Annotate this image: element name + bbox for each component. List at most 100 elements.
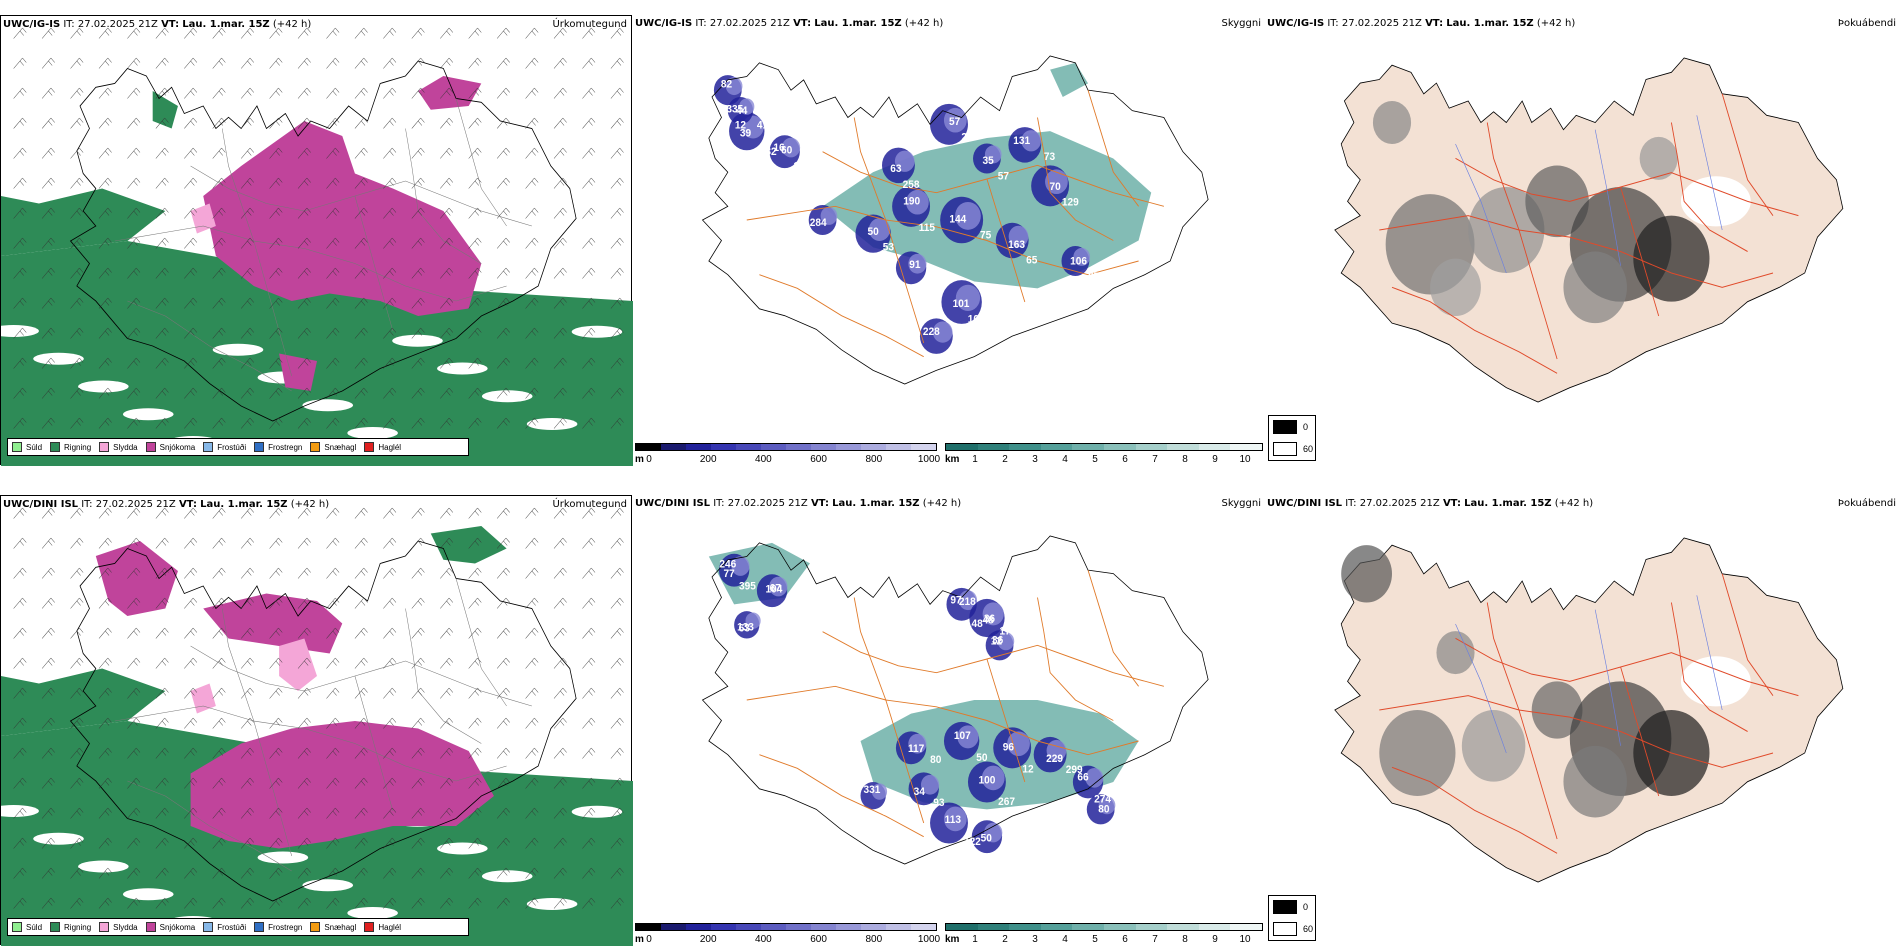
wind-barb [525,867,539,879]
legend-item: Slydda [99,922,138,932]
fog-panel: UWC/IG-IS IT: 27.02.2025 21Z VT: Lau. 1.… [1265,15,1900,465]
wind-barb [383,657,397,669]
cloud-base-cell [820,206,838,225]
wind-barb [41,177,55,189]
wind-barb [553,867,567,879]
colorbar-segment [1198,444,1231,450]
wind-barb [127,627,141,639]
wind-barb [553,387,567,399]
wind-barb [41,867,55,879]
it-label: IT: [1345,498,1357,509]
wind-barb [41,567,55,579]
legend-label: Súld [26,922,43,932]
colorbar-segment [1230,444,1262,450]
cloud-base-value: 50 [976,751,987,763]
wind-barb [269,117,283,129]
road [746,205,1139,276]
wind-barb [70,867,84,879]
colorbar-tick: 0 [646,454,652,465]
model-name: UWC/DINI ISL [1267,498,1343,509]
wind-barb [212,267,226,279]
road [1087,570,1139,687]
wind-barb [241,327,254,339]
cloud-base-cell [920,774,940,795]
wind-barb [269,387,283,399]
wind-barb [610,327,624,339]
fog-cell [1531,681,1583,739]
wind-barb [155,897,169,909]
wind-barb [41,747,55,759]
wind-barb [440,387,454,399]
wind-barb [155,207,169,219]
wind-barb [269,717,283,729]
cloud-base-cell [908,253,927,274]
cloud-base-map: 12 60 63 57 35 131 70 190 144 163 50 284 91 101 228 106… [701,55,1209,385]
wind-barb [41,147,55,159]
fog-cell [1379,710,1456,796]
cloud-base-value: 218 [959,596,976,608]
wind-barb [354,147,368,159]
wind-barb [269,897,283,909]
wind-barb [70,627,84,639]
wind-barb [13,267,27,279]
dry-patch [212,343,264,356]
wind-barb [212,417,226,429]
wind-barb [440,507,454,519]
wind-barb [155,627,169,639]
wind-barb [553,537,567,549]
colorbar-segment [1040,444,1073,450]
wind-barb [354,357,368,369]
river [1594,609,1621,746]
fog-map [1334,537,1844,883]
wind-barb [41,687,55,699]
wind-barb [582,627,596,639]
cloud-base-value: 50 [868,226,879,238]
snow-area [279,353,317,391]
wind-barb [610,837,624,849]
wind-barb [496,237,510,249]
wind-barb [326,207,340,219]
wind-barb [553,177,567,189]
wind-barb [127,507,141,519]
wind-barb [440,117,454,129]
road [746,685,1139,756]
cloud-base-value: 12 [735,119,746,131]
colorbar-segment [977,444,1010,450]
wind-barb [383,27,397,39]
fog-cell [1639,136,1678,180]
wind-barb [496,177,510,189]
wind-barb [525,297,539,309]
road [114,225,507,302]
dry-patch [392,334,443,347]
wind-barb [269,147,283,159]
dry-patch [526,418,578,430]
wind-barb [13,387,27,399]
wind-barb [440,777,454,789]
wind-barb [241,117,254,129]
wind-barb [468,897,482,909]
wind-barb [411,417,425,429]
wind-barb [98,147,112,159]
wind-barb [297,567,311,579]
wind-barb [440,417,454,429]
it-label: IT: [81,499,93,510]
wind-barb [297,837,311,849]
wind-barb [212,597,226,609]
wind-barb [212,777,226,789]
wind-barb [98,297,112,309]
wind-barb [41,777,55,789]
legend-swatch [145,922,156,932]
road [1518,709,1558,840]
road [127,780,292,872]
visibility-colorbar [945,443,1263,451]
colorbar-tick: 1000 [917,454,941,465]
colorbar-segment [836,444,861,450]
wind-barb [70,597,84,609]
colorbar-segment [911,924,936,930]
legend-item: Frostúði [203,922,246,932]
wind-barb [70,837,84,849]
wind-barb [383,237,397,249]
wind-barb [127,657,141,669]
colorbar-segment [736,444,761,450]
cloud-base-cell [745,612,761,629]
